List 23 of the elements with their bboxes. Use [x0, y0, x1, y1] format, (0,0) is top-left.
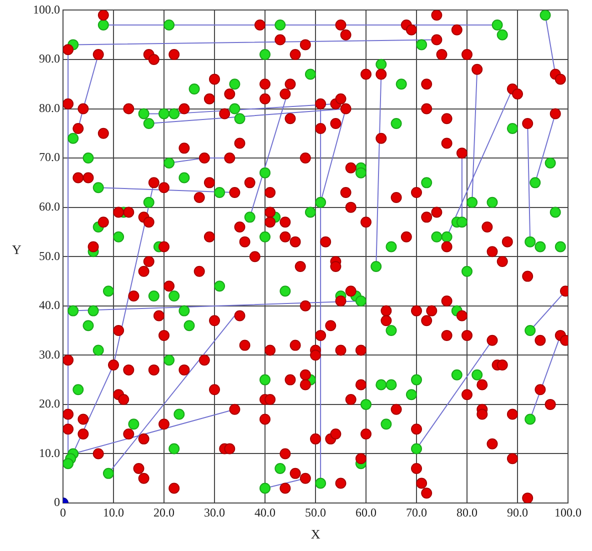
y-axis-title: Y — [12, 242, 22, 258]
y-tick-label: 50.0 — [39, 248, 60, 263]
x-tick-label: 30.0 — [204, 505, 225, 520]
x-axis-title: X — [310, 526, 321, 542]
y-tick-label: 0 — [54, 495, 60, 510]
y-tick-label: 20.0 — [39, 396, 60, 411]
y-tick-label: 10.0 — [39, 446, 60, 460]
x-tick-label: 70.0 — [406, 505, 427, 520]
x-tick-label: 90.0 — [507, 505, 528, 520]
y-tick-label: 80.0 — [39, 100, 60, 115]
x-tick-label: 20.0 — [154, 505, 174, 520]
x-tick-label: 10.0 — [103, 505, 124, 520]
x-tick-label: 60.0 — [356, 505, 376, 520]
x-tick-label: 40.0 — [254, 505, 276, 520]
x-tick-label: 80.0 — [456, 505, 478, 520]
y-tick-label: 70.0 — [39, 150, 60, 164]
x-tick-label: 100.0 — [554, 505, 582, 520]
y-tick-label: 90.0 — [39, 52, 60, 66]
y-tick-label: 100.0 — [33, 2, 60, 16]
x-tick-label: 50.0 — [305, 505, 326, 520]
y-tick-label: 40.0 — [39, 298, 60, 312]
y-tick-label: 30.0 — [39, 347, 60, 362]
y-tick-label: 60.0 — [39, 199, 60, 214]
